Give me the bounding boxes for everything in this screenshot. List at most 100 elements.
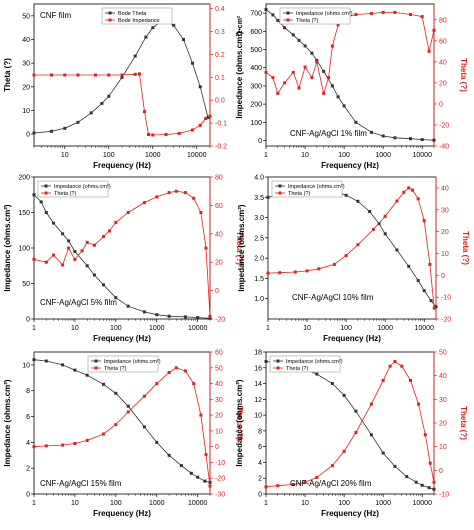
data-point — [167, 453, 171, 457]
data-point — [327, 76, 331, 80]
data-point — [155, 195, 159, 199]
series-line-2 — [33, 367, 211, 487]
legend-swatch-marker — [286, 18, 290, 22]
legend-swatch-marker — [44, 184, 48, 188]
y-right-axis-label: Theta (?) — [461, 231, 470, 265]
x-tick-label: 10000 — [413, 152, 433, 159]
x-tick-label: 1 — [266, 325, 270, 332]
y-left-axis-label: Impedance (ohms.cm²) — [3, 379, 12, 466]
data-point — [368, 210, 372, 213]
legend-box — [269, 355, 341, 373]
data-point — [393, 464, 397, 468]
data-point — [420, 138, 424, 142]
data-point — [422, 289, 426, 293]
data-point — [342, 393, 346, 397]
x-axis-label: Frequency (Hz) — [93, 509, 151, 518]
x-axis-label: Frequency (Hz) — [93, 161, 151, 170]
y-left-tick-label: 400 — [250, 65, 262, 72]
data-point — [183, 315, 187, 319]
data-point — [114, 423, 118, 427]
legend-swatch-marker — [276, 366, 280, 370]
data-point — [420, 15, 424, 19]
y-left-tick-label: 10 — [22, 108, 30, 115]
data-point — [147, 133, 150, 136]
legend-entry: Impedance (ohms.cm²) — [54, 184, 111, 190]
data-point — [155, 382, 159, 386]
y-right-tick-label: 0 — [439, 101, 443, 108]
y-right-tick-label: 0.4 — [215, 6, 225, 13]
data-point — [198, 85, 202, 89]
legend-swatch-marker — [94, 359, 98, 363]
data-point — [278, 271, 282, 275]
data-point — [315, 475, 319, 479]
y-right-tick-label: 20 — [439, 421, 447, 428]
data-point — [266, 195, 270, 199]
data-point — [143, 110, 146, 114]
data-point — [73, 442, 77, 445]
data-point — [183, 369, 187, 373]
x-tick-label: 1 — [264, 152, 268, 159]
data-point — [434, 305, 438, 309]
data-point — [164, 133, 168, 136]
data-point — [330, 382, 334, 386]
data-point — [85, 264, 89, 268]
y-right-tick-label: 0 — [441, 273, 445, 280]
legend-entry: Theta (?) — [104, 366, 126, 372]
data-point — [409, 13, 412, 16]
y-right-tick-label: 30 — [439, 397, 447, 404]
y-right-tick-label: 20 — [215, 260, 223, 267]
data-point — [102, 432, 105, 436]
data-point — [142, 201, 146, 205]
y-left-tick-label: 14 — [254, 381, 262, 388]
data-point — [179, 464, 183, 468]
x-tick-label: 10000 — [413, 500, 433, 507]
data-point — [196, 316, 200, 320]
data-point — [356, 243, 360, 247]
data-point — [85, 373, 89, 377]
x-tick-label: 10 — [301, 500, 309, 507]
data-point — [32, 257, 36, 261]
data-point — [291, 483, 295, 486]
data-point — [432, 480, 436, 484]
y-left-unit-label: Ω•cm² — [237, 15, 244, 36]
x-tick-label: 100 — [338, 500, 350, 507]
data-point — [381, 451, 385, 455]
y-left-tick-label: 700 — [250, 11, 262, 18]
data-point — [114, 296, 118, 300]
y-right-tick-label: 0.2 — [215, 52, 225, 59]
y-right-tick-label: 50 — [439, 350, 447, 357]
data-point — [332, 262, 336, 266]
y-right-tick-label: 60 — [215, 350, 223, 357]
data-point — [61, 363, 65, 367]
data-point — [100, 101, 104, 105]
data-point — [44, 260, 48, 264]
y-right-tick-label: 40 — [441, 185, 449, 192]
y-right-tick-label: 10 — [215, 428, 223, 435]
data-point — [344, 193, 348, 197]
data-point — [61, 232, 65, 236]
data-point — [400, 364, 404, 368]
legend-entry: Impedance (ohms.cm²) — [286, 359, 343, 365]
data-point — [264, 8, 268, 11]
data-point — [61, 443, 65, 447]
data-point — [120, 75, 124, 79]
y-left-tick-label: 1.5 — [254, 276, 264, 283]
y-right-tick-label: 0 — [215, 444, 219, 451]
y-right-tick-label: 40 — [439, 59, 447, 66]
data-point — [142, 394, 146, 398]
data-point — [354, 120, 358, 124]
data-point — [144, 35, 148, 39]
data-point — [102, 382, 105, 386]
data-point — [322, 69, 326, 73]
data-point — [432, 306, 436, 310]
data-point — [303, 65, 307, 69]
data-point — [208, 314, 212, 318]
y-right-tick-label: 50 — [215, 365, 223, 372]
data-point — [126, 410, 130, 414]
data-point — [107, 73, 111, 77]
series-line-2 — [267, 187, 435, 309]
data-point — [76, 73, 80, 77]
x-axis-label: Frequency (Hz) — [321, 161, 379, 170]
x-tick-label: 1000 — [375, 152, 391, 159]
data-point — [208, 114, 212, 118]
